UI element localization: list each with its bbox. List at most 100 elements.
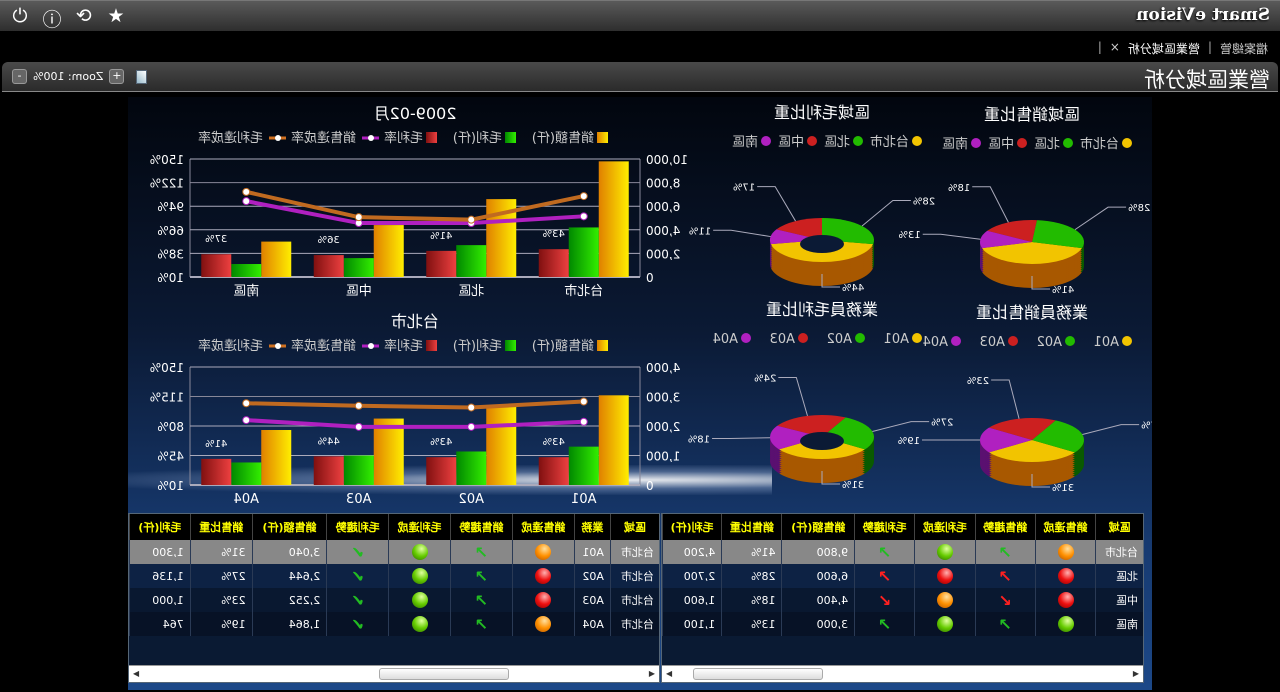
profit-cell: 1,600 (662, 588, 722, 612)
pie-title: 業務員銷售比重 (976, 303, 1088, 322)
pie-title: 區域毛利比重 (774, 103, 870, 122)
legend-label: 中區 (778, 135, 804, 150)
legend-dot (1122, 336, 1132, 346)
pie-slice (822, 417, 874, 450)
column-header[interactable]: 銷售趨勢 (975, 514, 1036, 540)
table-row[interactable]: 北區 ↗ ↗ 6,600 28% 2,700 (662, 564, 1143, 588)
column-header[interactable]: 毛利(仟) (662, 514, 722, 540)
leader-line (778, 376, 808, 417)
pie-slice (770, 425, 822, 450)
column-header[interactable]: 毛利(仟) (129, 514, 191, 540)
margin-bar (538, 457, 569, 485)
scroll-left-arrow[interactable]: ◀ (1132, 669, 1139, 678)
sales-rate-point (242, 416, 251, 425)
legend-label: 毛利率 (384, 338, 423, 354)
scroll-right-arrow[interactable]: ▶ (133, 669, 140, 678)
pie-data-label: 27% (931, 418, 953, 429)
column-header[interactable]: 銷售比重 (190, 514, 253, 540)
column-header[interactable]: 銷售趨勢 (450, 514, 513, 540)
legend-label: 毛利率 (384, 130, 423, 146)
legend-dot (1017, 138, 1027, 148)
column-header[interactable]: 銷售達成 (512, 514, 575, 540)
trend-cell: ↗ (450, 588, 513, 612)
table-row[interactable]: 中區 ↙ ↙ 4,400 18% 1,600 (662, 588, 1143, 612)
legend-label: 台北市 (870, 134, 909, 150)
donut-hole (800, 432, 844, 450)
help-icon[interactable]: ⓘ (42, 9, 62, 31)
status-cell (1035, 612, 1096, 636)
scrollbar-thumb[interactable] (693, 668, 823, 680)
scrollbar-thumb[interactable] (379, 668, 509, 680)
profit-bar (568, 227, 599, 277)
trend-arrow-icon: ↙ (878, 590, 892, 610)
profit-cell: 1,000 (129, 588, 191, 612)
trend-cell: ↗ (450, 612, 513, 636)
trend-cell: ↗ (975, 564, 1036, 588)
trend-arrow-icon: ✔ (351, 542, 365, 562)
leader-line (1031, 276, 1050, 290)
right-tick-label: 115% (150, 391, 184, 405)
legend-dot (1065, 336, 1075, 346)
star-icon[interactable]: ★ (107, 5, 125, 27)
pie-data-label: 31% (842, 480, 864, 491)
right-tick-label: 38% (157, 247, 184, 261)
sales-rate-point (579, 212, 588, 221)
category-label: A04 (234, 492, 259, 507)
status-cell (512, 588, 575, 612)
tab-file-explorer[interactable]: 檔案總管 (1219, 42, 1268, 56)
rep-cell: A03 (574, 588, 611, 612)
legend-swatch (426, 132, 437, 143)
column-header[interactable]: 區域 (1095, 514, 1143, 540)
table-row[interactable]: 台北市 A03 ↗ ✔ 2,252 23% 1,000 (129, 588, 659, 612)
status-light-icon (937, 568, 953, 584)
table-row[interactable]: 台北市 A01 ↗ ✔ 3,040 31% 1,300 (129, 540, 659, 564)
column-header[interactable]: 銷售達成 (1035, 514, 1096, 540)
table-row[interactable]: 台北市 A02 ↗ ✔ 2,644 27% 1,136 (129, 564, 659, 588)
profit-rate-point (467, 215, 476, 224)
profit-bar (568, 446, 599, 485)
status-light-icon (411, 592, 428, 608)
column-header[interactable]: 毛利達成 (388, 514, 451, 540)
scroll-left-arrow[interactable]: ◀ (648, 669, 655, 678)
column-header[interactable]: 銷售額(仟) (252, 514, 327, 540)
pie-data-label: 13% (898, 230, 920, 241)
left-tick-label: 0 (646, 271, 654, 285)
pie-chart-4: 業務員銷售比重 A01 A02 A03 A04 31% 27% 23% 19% (898, 303, 1152, 494)
leader-line (1031, 474, 1050, 488)
column-header[interactable]: 毛利達成 (914, 514, 976, 540)
column-header[interactable]: 毛利趨勢 (854, 514, 915, 540)
legend-dot (1063, 138, 1073, 148)
region-table: 區域 銷售達成 銷售趨勢 毛利達成 毛利趨勢 銷售額(仟) 銷售比重 毛利(仟) 台北市 ↗ ↗ 9,… (661, 513, 1144, 683)
tab-sales-region-analysis[interactable]: 營業區域分析 (1127, 42, 1200, 56)
table-row[interactable]: 台北市 ↗ ↗ 9,800 41% 4,200 (662, 540, 1143, 564)
scroll-right-arrow[interactable]: ▶ (666, 669, 673, 678)
table-row[interactable]: 南區 ↗ ↗ 3,000 13% 1,100 (662, 612, 1143, 636)
leader-line (991, 379, 1020, 419)
zoom-out-button[interactable]: - (12, 69, 27, 84)
profit-bar (343, 455, 374, 485)
column-header[interactable]: 銷售比重 (721, 514, 782, 540)
sales-cell: 2,644 (252, 564, 327, 588)
column-header[interactable]: 銷售額(仟) (781, 514, 855, 540)
zoom-in-button[interactable]: + (109, 69, 125, 84)
profit-bar (231, 462, 262, 485)
margin-data-label: 36% (318, 235, 340, 246)
document-icon[interactable] (136, 69, 148, 84)
status-light-icon (411, 616, 428, 632)
sales-cell: 1,864 (252, 612, 327, 636)
right-tick-label: 80% (157, 420, 184, 434)
table-row[interactable]: 台北市 A04 ↗ ✔ 1,864 19% 764 (129, 612, 659, 636)
column-header[interactable]: 業務 (574, 514, 611, 540)
power-icon[interactable]: ⏻ (12, 5, 28, 27)
column-header[interactable]: 毛利趨勢 (326, 514, 389, 540)
profit-cell: 1,100 (662, 612, 722, 636)
close-tab-icon[interactable]: × (1109, 40, 1120, 54)
column-header[interactable]: 區域 (610, 514, 659, 540)
horizontal-scrollbar[interactable]: ◀ ▶ (662, 665, 1143, 682)
tab-divider: | (1097, 40, 1102, 54)
horizontal-scrollbar[interactable]: ◀ ▶ (129, 665, 659, 682)
tab-divider: | (1207, 40, 1212, 54)
trend-arrow-icon: ↗ (998, 614, 1012, 634)
refresh-icon[interactable]: ⟳ (76, 5, 92, 27)
